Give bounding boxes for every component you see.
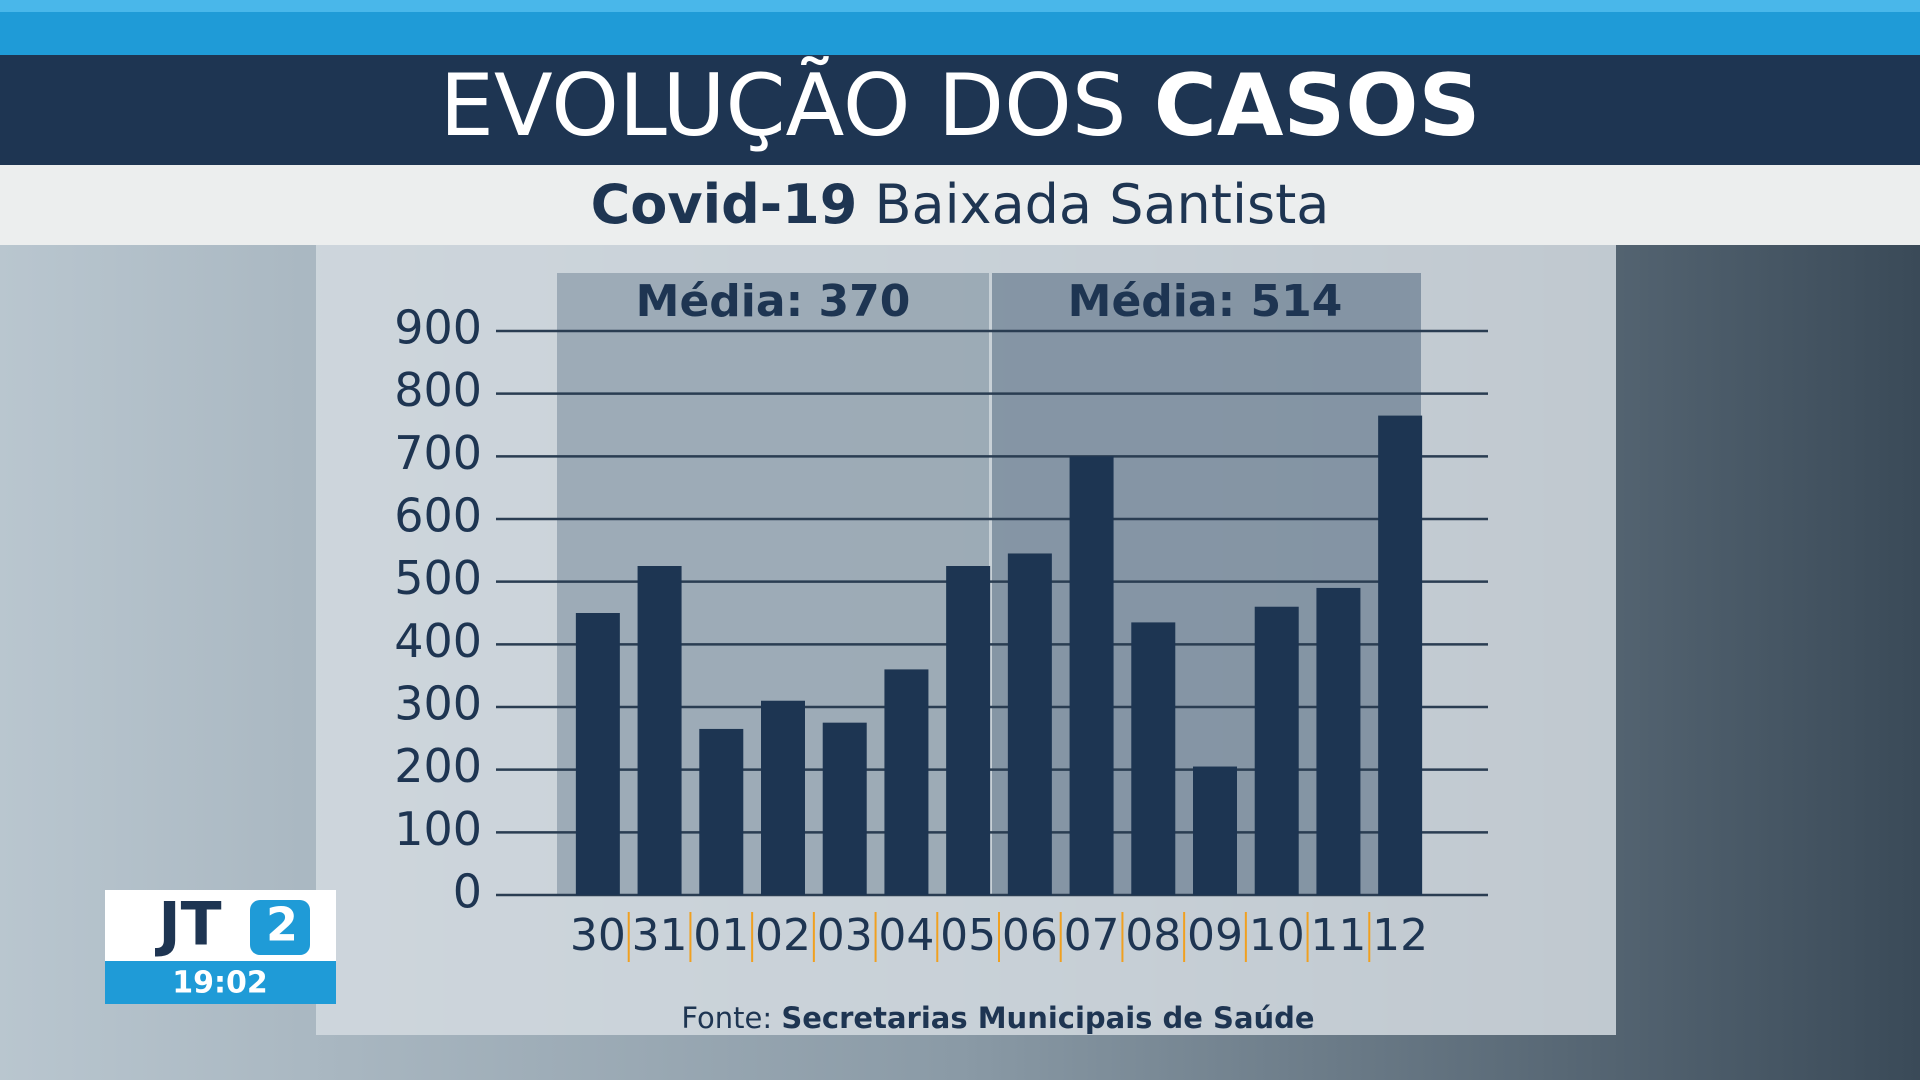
x-tick-label: 09 (1187, 910, 1243, 961)
bar (699, 728, 744, 895)
x-tick-label: 07 (1064, 910, 1120, 961)
source: Fonte: Secretarias Municipais de Saúde (681, 1001, 1314, 1035)
logo: JT 2 19:02 (105, 890, 336, 1004)
y-tick-label: 200 (394, 739, 482, 793)
annotation: Média: 514 (1068, 276, 1343, 327)
title-bold: CASOS (1154, 56, 1481, 156)
bar (822, 722, 867, 895)
bar (946, 566, 991, 895)
bar (1193, 766, 1237, 895)
title-light: EVOLUÇÃO DOS (440, 56, 1127, 156)
y-tick-label: 700 (394, 426, 482, 480)
logo-number: 2 (266, 898, 298, 952)
x-tick-label: 05 (940, 910, 996, 961)
bar (1007, 553, 1052, 895)
y-tick-label: 400 (394, 614, 482, 668)
x-tick-label: 04 (878, 910, 934, 961)
subtitle-light: Baixada Santista (874, 173, 1329, 236)
logo-badge (250, 900, 310, 955)
x-tick-label: 06 (1002, 910, 1058, 961)
bar (884, 669, 929, 895)
x-tick-label: 01 (693, 910, 749, 961)
x-tick-label: 03 (817, 910, 873, 961)
logo-text: JT (154, 890, 221, 960)
top-highlight (0, 0, 1920, 12)
subtitle-bold: Covid-19 (591, 173, 858, 236)
chart-subtitle: Covid-19 Baixada Santista (591, 173, 1330, 236)
y-tick-label: 300 (394, 677, 482, 731)
bar (1069, 456, 1114, 895)
bar (1378, 415, 1423, 895)
bar (1131, 622, 1176, 895)
source-label: Fonte: (681, 1001, 772, 1035)
x-tick-label: 02 (755, 910, 811, 961)
title-band (0, 55, 1920, 165)
x-tick-label: 31 (632, 910, 688, 961)
bar (1316, 587, 1361, 895)
y-tick-label: 0 (453, 865, 482, 919)
y-tick-label: 100 (394, 802, 482, 856)
x-tick-label: 30 (570, 910, 626, 961)
bar (575, 613, 620, 895)
logo-strip (105, 961, 336, 1004)
bar (1254, 606, 1299, 895)
time: 19:02 (172, 966, 268, 1001)
x-tick-label: 08 (1125, 910, 1181, 961)
x-tick-label: 10 (1249, 910, 1305, 961)
x-tick-label: 12 (1372, 910, 1428, 961)
source-text: Secretarias Municipais de Saúde (781, 1001, 1314, 1035)
y-tick-label: 500 (394, 551, 482, 605)
y-tick-label: 900 (394, 301, 482, 355)
subtitle-band (0, 165, 1920, 245)
chart-title: EVOLUÇÃO DOS CASOS (440, 56, 1481, 156)
annotation: Média: 370 (636, 276, 911, 327)
x-tick-label: 11 (1310, 910, 1366, 961)
y-tick-label: 600 (394, 489, 482, 543)
bar (637, 566, 682, 895)
bar (761, 700, 805, 895)
y-tick-label: 800 (394, 363, 482, 417)
